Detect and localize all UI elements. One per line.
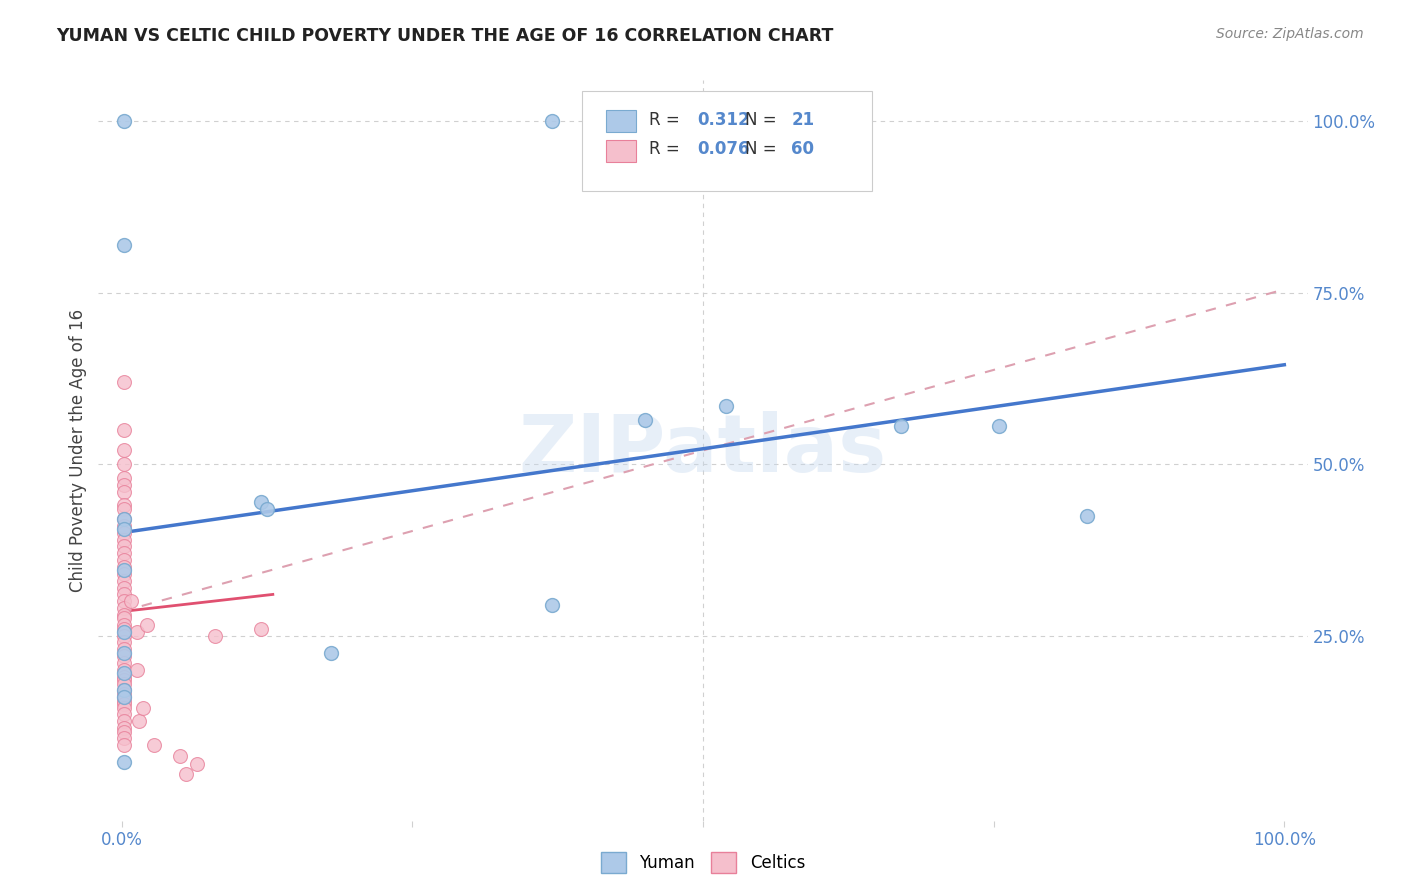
Point <box>128 714 150 729</box>
Point <box>1076 508 1098 523</box>
Point <box>112 581 135 595</box>
Point <box>112 683 135 698</box>
Point <box>112 663 135 677</box>
Point <box>112 666 135 681</box>
Text: YUMAN VS CELTIC CHILD POVERTY UNDER THE AGE OF 16 CORRELATION CHART: YUMAN VS CELTIC CHILD POVERTY UNDER THE … <box>56 27 834 45</box>
Point <box>112 512 135 526</box>
Point <box>112 707 135 722</box>
Point <box>112 656 135 670</box>
Point <box>112 646 135 660</box>
Point <box>131 700 153 714</box>
Point <box>112 642 135 657</box>
Point <box>112 484 135 499</box>
Point <box>174 767 197 781</box>
Point <box>112 676 135 690</box>
Text: N =: N = <box>745 140 782 158</box>
Point <box>112 756 135 770</box>
Point <box>136 618 159 632</box>
Legend: Yuman, Celtics: Yuman, Celtics <box>595 846 811 880</box>
Point <box>125 625 148 640</box>
Bar <box>606 139 637 161</box>
Point <box>112 618 135 632</box>
Point <box>112 546 135 560</box>
Text: 0.076: 0.076 <box>697 140 749 158</box>
Point <box>256 501 278 516</box>
Point <box>112 690 135 705</box>
Point <box>319 646 342 660</box>
Point <box>112 540 135 554</box>
Text: 21: 21 <box>792 111 814 128</box>
Point <box>120 594 142 608</box>
Point <box>112 700 135 714</box>
Text: 0.312: 0.312 <box>697 111 749 128</box>
Point <box>634 412 657 426</box>
Point <box>112 477 135 491</box>
Point <box>112 594 135 608</box>
Point <box>988 419 1011 434</box>
Point <box>112 471 135 485</box>
Point <box>112 533 135 547</box>
Point <box>112 622 135 636</box>
Point <box>186 757 208 772</box>
Point <box>250 495 273 509</box>
Point <box>112 566 135 581</box>
Point <box>169 748 191 763</box>
Point <box>112 423 135 437</box>
Point <box>112 114 135 128</box>
Point <box>112 635 135 649</box>
Point <box>143 738 166 752</box>
Point <box>204 629 226 643</box>
Point <box>112 607 135 622</box>
FancyBboxPatch shape <box>582 91 872 191</box>
Point <box>112 457 135 471</box>
Point <box>112 694 135 708</box>
Point <box>112 601 135 615</box>
Text: 60: 60 <box>792 140 814 158</box>
Point <box>112 697 135 711</box>
Point <box>540 114 562 128</box>
Point <box>890 419 912 434</box>
Point <box>112 649 135 664</box>
Point <box>112 625 135 640</box>
Point <box>112 690 135 705</box>
Point <box>112 673 135 687</box>
Point <box>112 501 135 516</box>
Y-axis label: Child Poverty Under the Age of 16: Child Poverty Under the Age of 16 <box>69 309 87 592</box>
Point <box>112 574 135 588</box>
Point <box>112 687 135 701</box>
Point <box>112 525 135 540</box>
Point <box>112 237 135 252</box>
Point <box>112 522 135 536</box>
Point <box>112 724 135 739</box>
Point <box>112 629 135 643</box>
Point <box>540 598 562 612</box>
Point <box>112 714 135 729</box>
Bar <box>606 110 637 132</box>
Point <box>112 587 135 601</box>
Point <box>250 622 273 636</box>
Point <box>716 399 738 413</box>
Point <box>112 519 135 533</box>
Text: R =: R = <box>648 111 685 128</box>
Point <box>112 553 135 567</box>
Text: N =: N = <box>745 111 782 128</box>
Point <box>112 498 135 512</box>
Text: ZIPatlas: ZIPatlas <box>519 411 887 490</box>
Point <box>112 375 135 389</box>
Point <box>112 738 135 752</box>
Point <box>125 663 148 677</box>
Point <box>112 731 135 746</box>
Point <box>112 683 135 698</box>
Point <box>112 563 135 577</box>
Text: Source: ZipAtlas.com: Source: ZipAtlas.com <box>1216 27 1364 41</box>
Point <box>112 721 135 735</box>
Point <box>112 611 135 625</box>
Point <box>112 670 135 684</box>
Text: R =: R = <box>648 140 685 158</box>
Point <box>112 512 135 526</box>
Point <box>112 560 135 574</box>
Point <box>112 443 135 458</box>
